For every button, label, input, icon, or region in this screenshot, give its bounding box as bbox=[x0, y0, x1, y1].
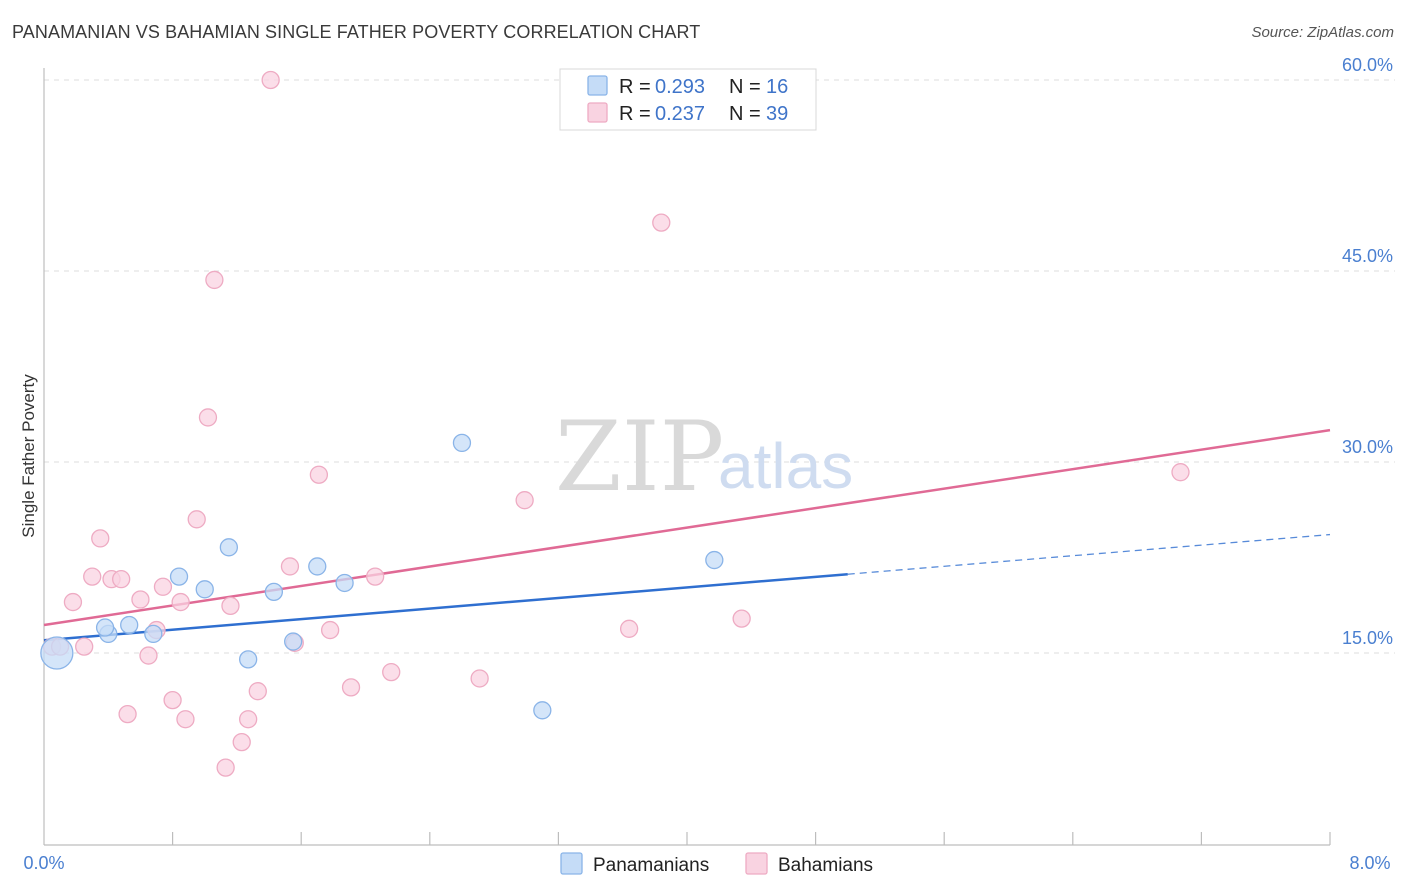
point-panamanians bbox=[335, 573, 354, 593]
point-panamanians bbox=[95, 618, 115, 637]
point-bahamians bbox=[239, 710, 258, 729]
legend-swatch-panamanians bbox=[587, 75, 608, 96]
point-panamanians bbox=[533, 701, 552, 720]
y-tick-label: 30.0% bbox=[1342, 437, 1393, 457]
point-bahamians bbox=[732, 609, 751, 628]
point-bahamians bbox=[619, 619, 639, 638]
point-panamanians bbox=[264, 582, 284, 602]
y-tick-label: 45.0% bbox=[1342, 246, 1393, 266]
x-tick-label-max: 8.0% bbox=[1349, 853, 1390, 873]
point-panamanians bbox=[144, 624, 163, 644]
legend-swatch-bahamians bbox=[587, 102, 608, 123]
point-bahamians bbox=[153, 577, 173, 596]
bottom-legend-label-panamanians: Panamanians bbox=[593, 855, 709, 876]
bottom-legend-swatch-panamanians bbox=[560, 852, 583, 875]
trend-line-bahamians bbox=[43, 428, 1331, 627]
point-bahamians bbox=[163, 690, 182, 710]
point-panamanians bbox=[120, 615, 139, 635]
point-bahamians bbox=[515, 491, 534, 510]
point-bahamians bbox=[320, 620, 340, 640]
point-bahamians bbox=[280, 557, 300, 576]
trend-line-panamanians-extension bbox=[847, 533, 1331, 575]
source-label: Source: ZipAtlas.com bbox=[1251, 24, 1394, 41]
point-bahamians bbox=[187, 510, 206, 529]
bottom-legend: Panamanians Bahamians bbox=[560, 852, 873, 876]
point-bahamians bbox=[232, 732, 251, 752]
legend-n-label-panamanians: N = bbox=[729, 76, 761, 98]
y-tick-label: 60.0% bbox=[1342, 55, 1393, 75]
trend-line-panamanians bbox=[43, 572, 848, 642]
point-bahamians bbox=[75, 637, 94, 656]
point-bahamians bbox=[470, 669, 489, 688]
point-bahamians bbox=[198, 408, 218, 427]
y-tick-label: 15.0% bbox=[1342, 628, 1393, 648]
trend-lines bbox=[43, 428, 1331, 642]
x-tick-label-min: 0.0% bbox=[23, 853, 64, 873]
point-bahamians bbox=[176, 710, 195, 729]
point-bahamians bbox=[63, 592, 83, 612]
point-bahamians bbox=[221, 596, 240, 616]
chart-title: PANAMANIAN VS BAHAMIAN SINGLE FATHER POV… bbox=[12, 22, 701, 42]
point-panamanians bbox=[169, 567, 189, 586]
legend-n-value-bahamians: 39 bbox=[766, 103, 788, 125]
data-points bbox=[40, 70, 1190, 777]
point-panamanians bbox=[705, 550, 724, 570]
point-bahamians bbox=[216, 758, 235, 777]
point-bahamians bbox=[131, 590, 150, 609]
point-bahamians bbox=[83, 567, 102, 586]
point-bahamians bbox=[261, 70, 280, 90]
point-bahamians bbox=[171, 592, 190, 612]
legend-n-value-panamanians: 16 bbox=[766, 76, 788, 98]
legend-r-value-panamanians: 0.293 bbox=[655, 76, 705, 98]
y-tick-labels: 15.0% 30.0% 45.0% 60.0% bbox=[1342, 55, 1393, 648]
point-bahamians bbox=[112, 569, 131, 589]
legend-n-label-bahamians: N = bbox=[729, 103, 761, 125]
watermark-zip: ZIP bbox=[555, 401, 724, 513]
point-bahamians bbox=[341, 678, 361, 697]
point-panamanians bbox=[195, 580, 214, 599]
legend-r-value-bahamians: 0.237 bbox=[655, 103, 705, 125]
legend: R = 0.293 N = 16 R = 0.237 N = 39 bbox=[559, 68, 817, 131]
point-bahamians bbox=[118, 704, 137, 724]
point-panamanians bbox=[219, 538, 239, 557]
point-bahamians bbox=[205, 270, 224, 290]
point-bahamians bbox=[91, 529, 110, 548]
bottom-legend-label-bahamians: Bahamians bbox=[778, 855, 873, 876]
x-ticks bbox=[172, 832, 1331, 845]
point-panamanians bbox=[308, 557, 327, 576]
point-bahamians bbox=[309, 465, 329, 484]
legend-r-label-panamanians: R = bbox=[619, 76, 651, 98]
point-panamanians bbox=[452, 433, 472, 453]
legend-r-label-bahamians: R = bbox=[619, 103, 651, 125]
point-bahamians bbox=[365, 567, 385, 586]
point-bahamians bbox=[382, 662, 401, 682]
watermark-atlas: atlas bbox=[718, 430, 853, 502]
point-panamanians bbox=[40, 636, 74, 670]
point-panamanians bbox=[239, 650, 258, 669]
point-panamanians bbox=[284, 632, 303, 651]
y-axis-title: Single Father Poverty bbox=[19, 374, 38, 538]
point-bahamians bbox=[652, 213, 671, 232]
point-bahamians bbox=[1171, 463, 1190, 482]
watermark: ZIP atlas bbox=[555, 401, 853, 513]
point-bahamians bbox=[248, 682, 267, 701]
bottom-legend-swatch-bahamians bbox=[745, 852, 768, 875]
point-bahamians bbox=[139, 646, 158, 665]
